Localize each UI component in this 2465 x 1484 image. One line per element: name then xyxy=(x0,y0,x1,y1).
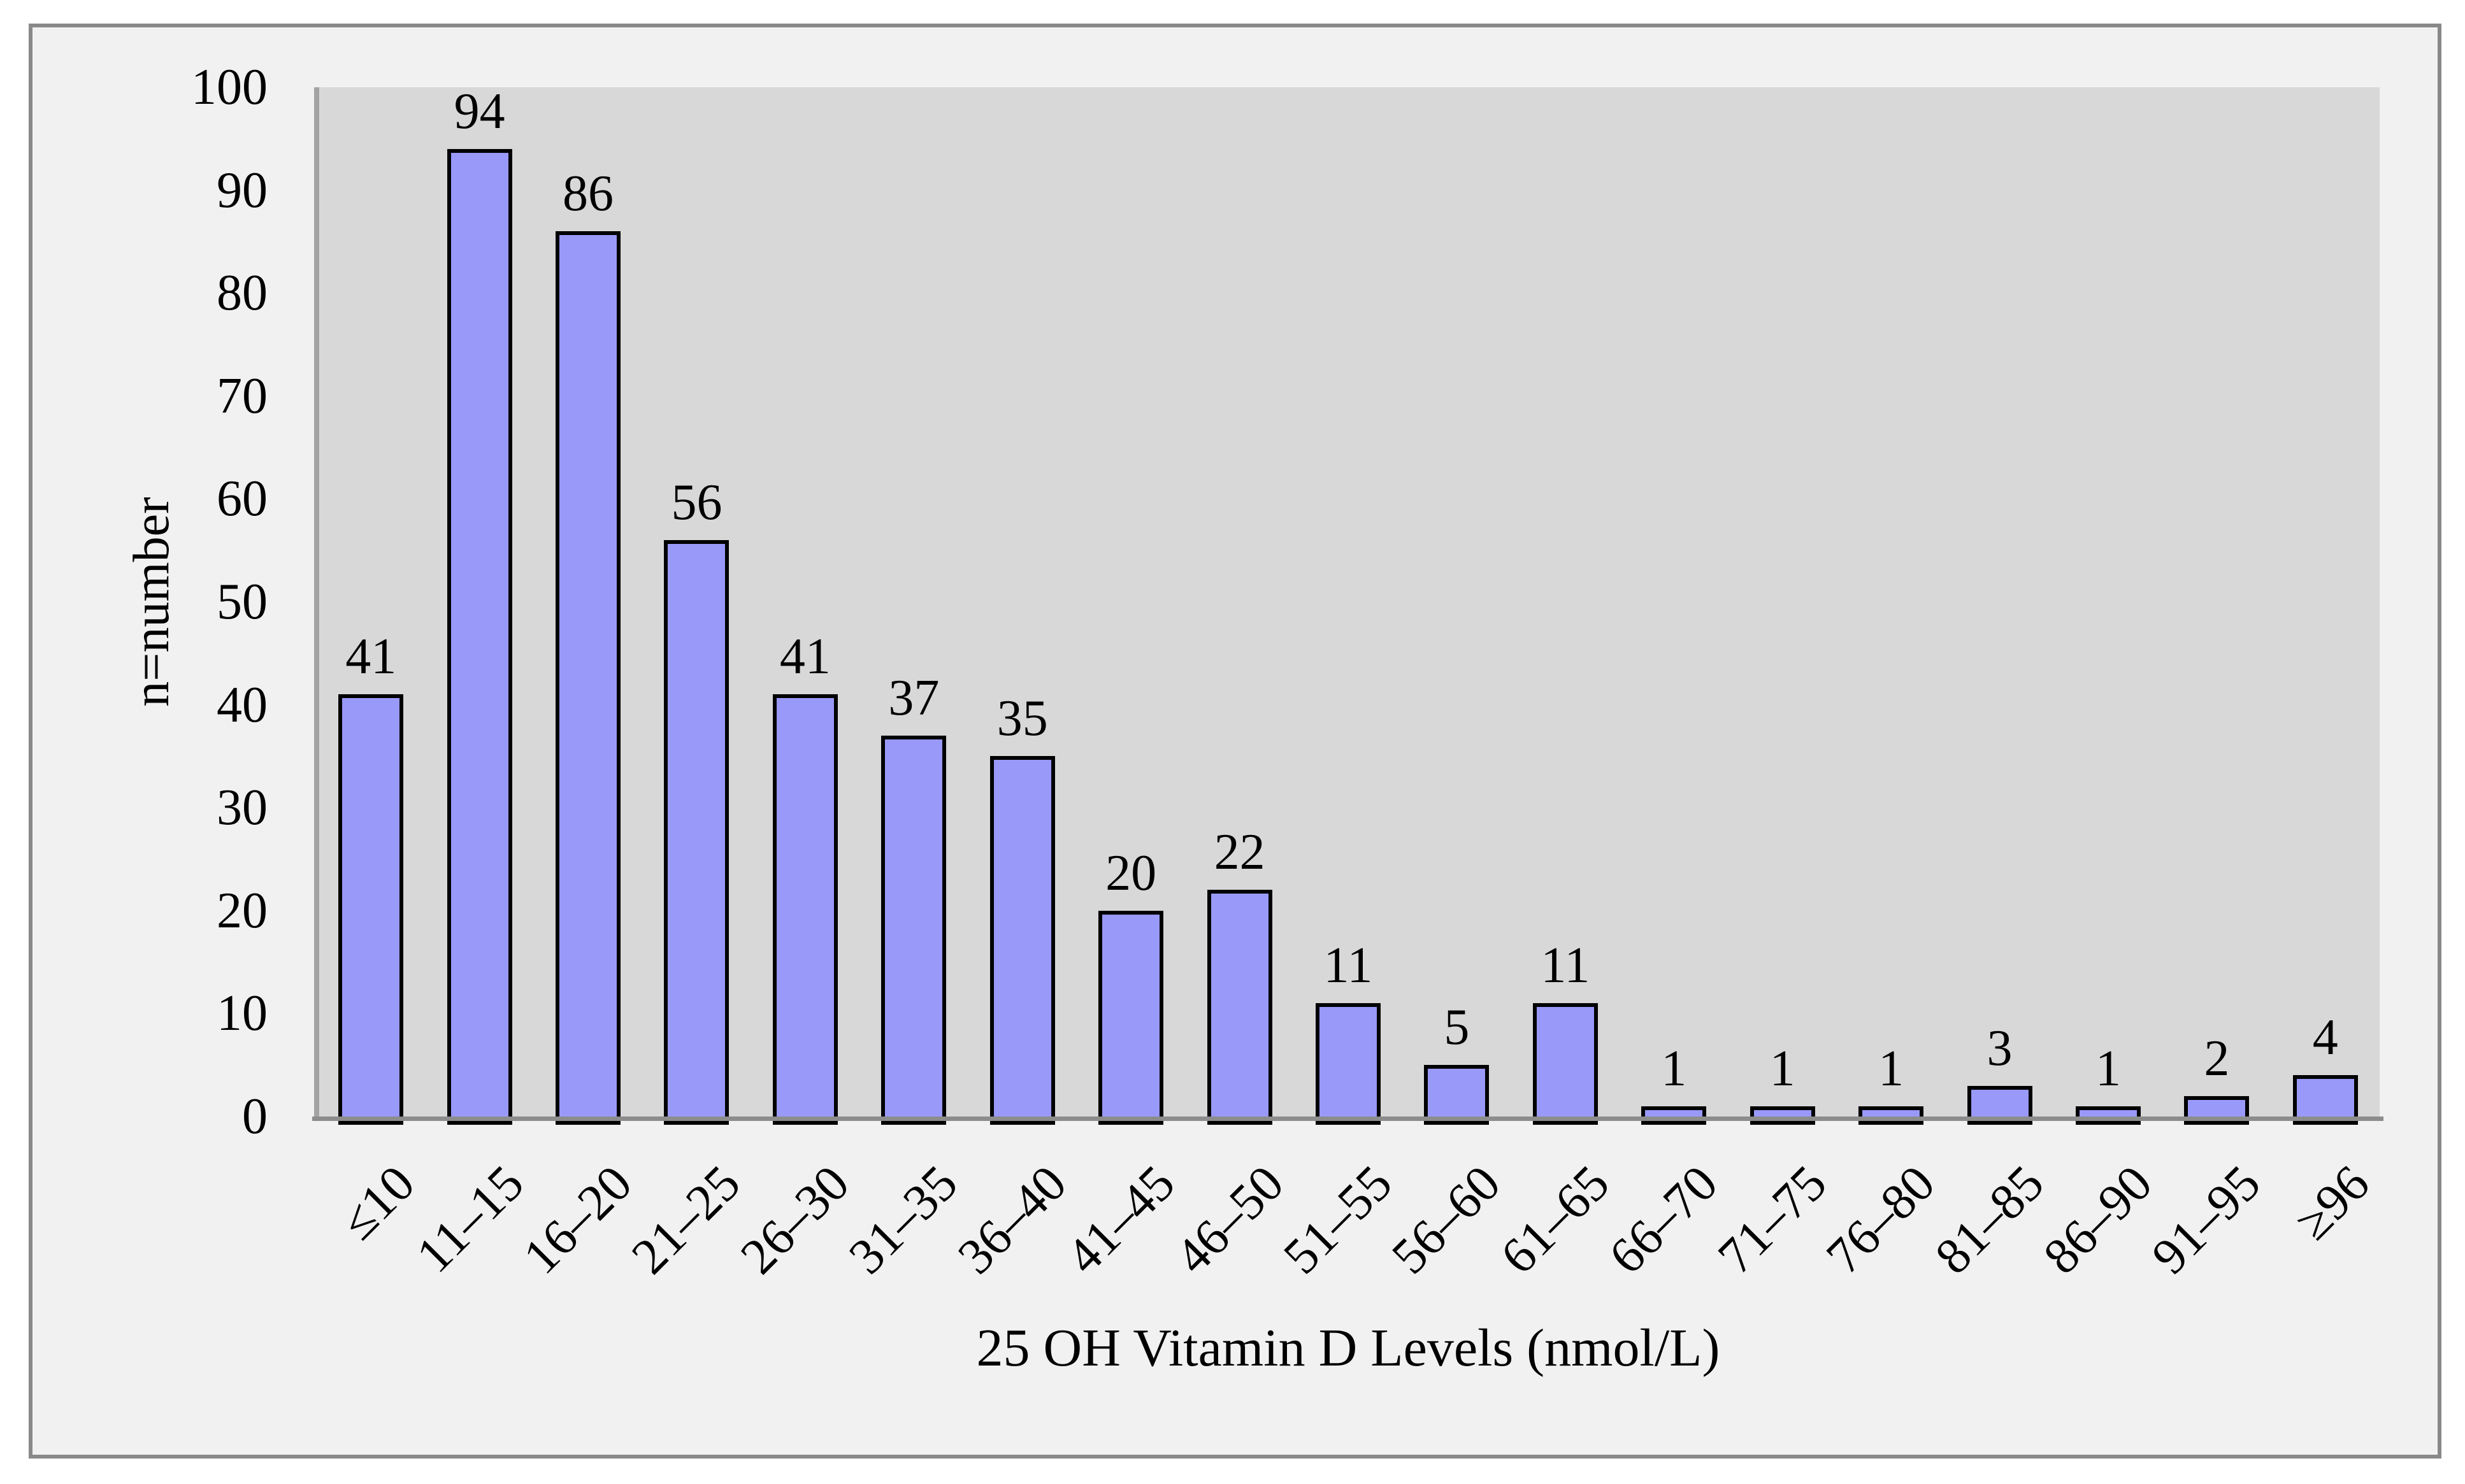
bar-value-label: 1 xyxy=(1769,1040,1795,1097)
bar-value-label: 11 xyxy=(1541,938,1590,994)
bar xyxy=(2075,1106,2141,1125)
x-axis-line xyxy=(312,1117,2383,1121)
y-tick-label: 50 xyxy=(217,574,268,630)
bar-value-label: 1 xyxy=(2095,1040,2121,1097)
y-axis-title: n=number xyxy=(124,497,180,707)
bar xyxy=(1532,1003,1598,1125)
y-tick-label: 90 xyxy=(217,162,268,218)
x-axis-title: 25 OH Vitamin D Levels (nmol/L) xyxy=(976,1318,1720,1378)
bar xyxy=(1316,1003,1381,1125)
bar xyxy=(881,736,947,1125)
bar-value-label: 41 xyxy=(779,629,831,685)
bar xyxy=(772,694,838,1125)
bar xyxy=(1098,910,1164,1125)
bar-value-label: 3 xyxy=(1987,1020,2013,1076)
bar-value-label: 37 xyxy=(888,670,940,727)
bar-value-label: 2 xyxy=(2204,1030,2230,1087)
bar-value-label: 22 xyxy=(1214,824,1265,881)
bar xyxy=(1641,1106,1707,1125)
bar-value-label: 1 xyxy=(1878,1040,1904,1097)
bar-value-label: 1 xyxy=(1661,1040,1687,1097)
bar xyxy=(1750,1106,1815,1125)
y-tick-label: 20 xyxy=(217,882,268,939)
bar-value-label: 5 xyxy=(1444,999,1470,1056)
y-tick-label: 0 xyxy=(242,1088,268,1145)
bar-value-label: 56 xyxy=(671,474,722,531)
bar xyxy=(447,148,512,1125)
bar xyxy=(556,231,621,1125)
bar-value-label: 94 xyxy=(454,83,505,139)
bar-value-label: 41 xyxy=(345,629,397,685)
y-tick-label: 80 xyxy=(217,265,268,322)
bar xyxy=(1207,890,1272,1125)
bar-value-label: 20 xyxy=(1105,845,1157,901)
plot-area xyxy=(317,87,2380,1117)
y-tick-label: 10 xyxy=(217,985,268,1042)
y-tick-label: 70 xyxy=(217,367,268,424)
bar-value-label: 11 xyxy=(1323,938,1373,994)
bar-value-label: 86 xyxy=(563,166,614,222)
y-tick-label: 30 xyxy=(217,780,268,836)
bar-value-label: 4 xyxy=(2312,1010,2338,1066)
y-axis-line xyxy=(314,87,319,1121)
bar xyxy=(1858,1106,1924,1125)
bar xyxy=(338,694,404,1125)
y-tick-label: 60 xyxy=(217,471,268,527)
bar xyxy=(664,540,729,1125)
bar xyxy=(1424,1065,1490,1125)
y-tick-label: 40 xyxy=(217,676,268,733)
bar-value-label: 35 xyxy=(996,690,1048,747)
bar xyxy=(989,756,1055,1125)
y-tick-label: 100 xyxy=(191,59,268,115)
